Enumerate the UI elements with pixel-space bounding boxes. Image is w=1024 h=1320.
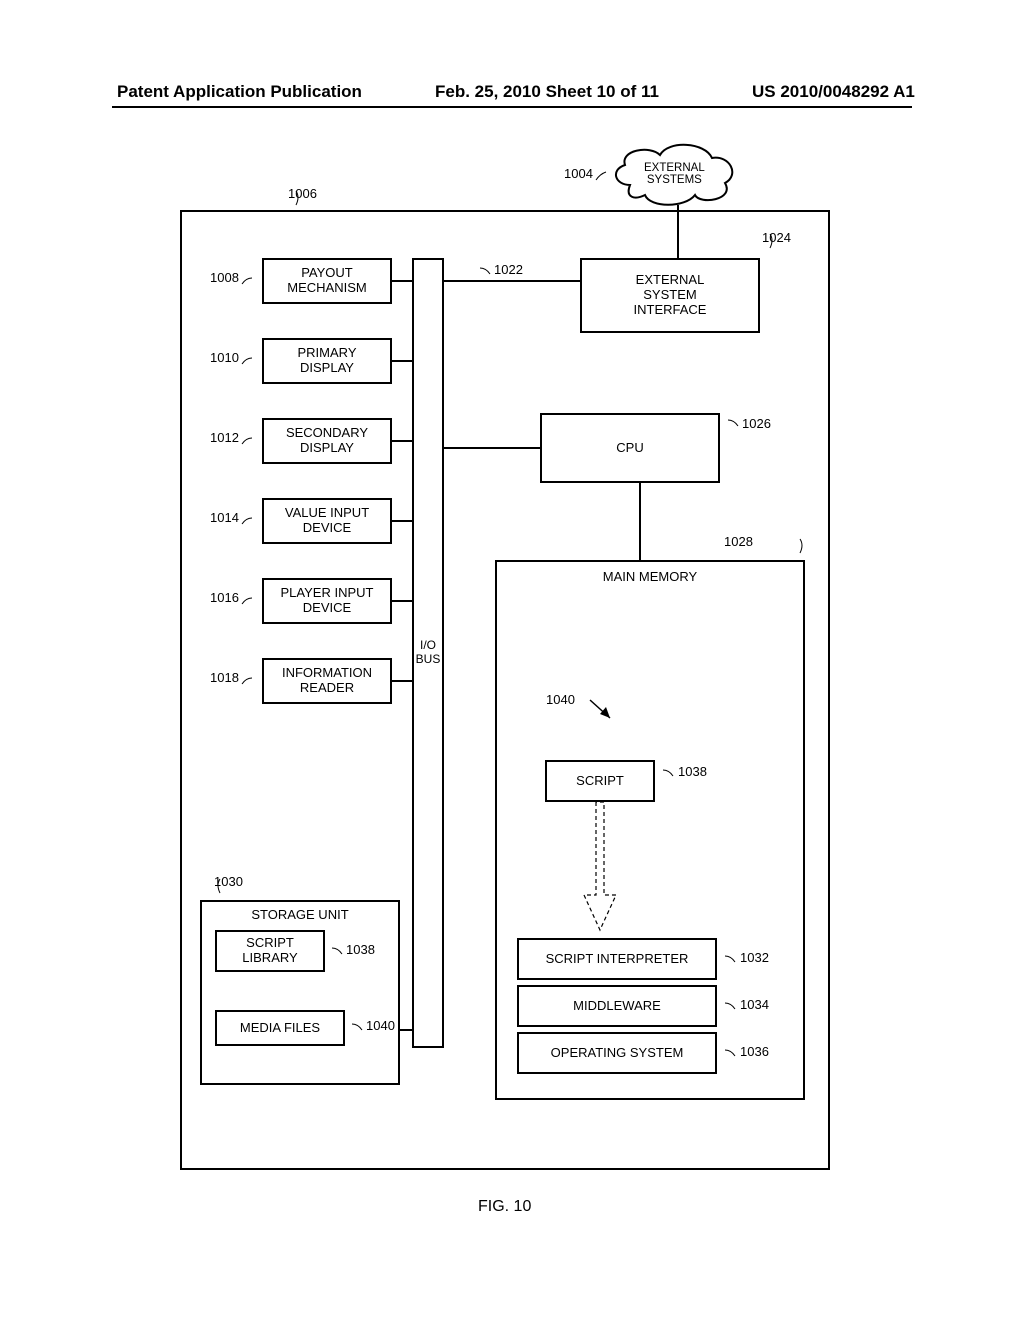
ref-1012: 1012 [210,430,239,445]
storage-unit-label: STORAGE UNIT [251,908,348,923]
external-systems-label: EXTERNAL SYSTEMS [644,162,705,186]
ref-1030: 1030 [214,874,243,889]
header-right: US 2010/0048292 A1 [752,82,915,102]
ref-1016: 1016 [210,590,239,605]
header-rule [112,106,912,108]
storage-unit-box: STORAGE UNIT [200,900,400,1085]
cpu-box: CPU [540,413,720,483]
ref-1010: 1010 [210,350,239,365]
os-box: OPERATING SYSTEM [517,1032,717,1074]
header-center: Feb. 25, 2010 Sheet 10 of 11 [435,82,659,102]
ref-1008: 1008 [210,270,239,285]
primary-display-box: PRIMARY DISPLAY [262,338,392,384]
info-reader-box: INFORMATION READER [262,658,392,704]
page-root: Patent Application Publication Feb. 25, … [0,0,1024,1320]
script-interpreter-box: SCRIPT INTERPRETER [517,938,717,980]
ref-1040a: 1040 [546,692,575,707]
ref-1004: 1004 [564,166,593,181]
media-files-box: MEDIA FILES [215,1010,345,1046]
ref-1038b: 1038 [346,942,375,957]
player-input-box: PLAYER INPUT DEVICE [262,578,392,624]
ref-1028: 1028 [724,534,753,549]
ref-1024: 1024 [762,230,791,245]
io-bus-box: I/O BUS [412,258,444,1048]
script-library-box: SCRIPT LIBRARY [215,930,325,972]
middleware-box: MIDDLEWARE [517,985,717,1027]
io-bus-label: I/O BUS [416,639,441,667]
ref-1022: 1022 [494,262,523,277]
ref-1038a: 1038 [678,764,707,779]
ref-1026: 1026 [742,416,771,431]
ref-1034: 1034 [740,997,769,1012]
figure-caption: FIG. 10 [478,1198,531,1216]
main-memory-label: MAIN MEMORY [603,570,697,585]
secondary-display-box: SECONDARY DISPLAY [262,418,392,464]
payout-box: PAYOUT MECHANISM [262,258,392,304]
ref-1036: 1036 [740,1044,769,1059]
ext-iface-box: EXTERNAL SYSTEM INTERFACE [580,258,760,333]
ref-1040b: 1040 [366,1018,395,1033]
ref-1032: 1032 [740,950,769,965]
header-left: Patent Application Publication [117,82,362,102]
ref-1006: 1006 [288,186,317,201]
script-box: SCRIPT [545,760,655,802]
value-input-box: VALUE INPUT DEVICE [262,498,392,544]
ref-1018: 1018 [210,670,239,685]
ref-1014: 1014 [210,510,239,525]
